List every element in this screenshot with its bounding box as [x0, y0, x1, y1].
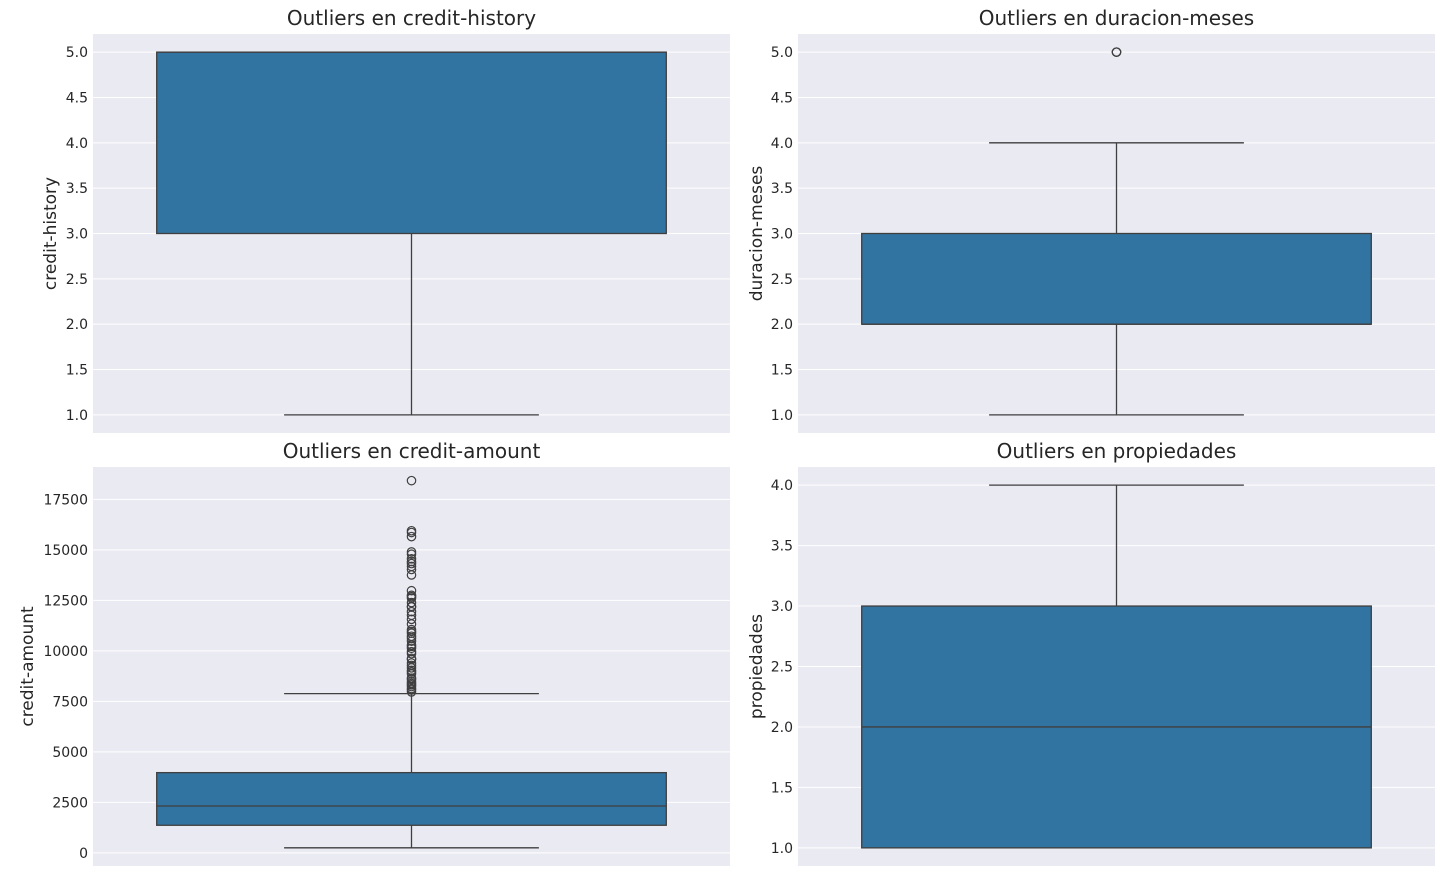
y-tick-label: 2.0	[771, 720, 793, 736]
chart-title: Outliers en propiedades	[997, 439, 1237, 463]
subplot-2: 1.0 1.5 2.0 2.5 3.0 3.5 4.0 4.5 5.0 Outliers en d…	[747, 6, 1435, 433]
y-tick-label: 1.0	[66, 408, 88, 424]
outlier-point	[406, 556, 417, 567]
outlier-point	[406, 614, 417, 625]
outlier-point	[406, 547, 417, 557]
y-tick-label: 17500	[43, 492, 88, 508]
y-tick-label: 4.5	[771, 90, 793, 106]
y-tick-label: 12500	[43, 593, 88, 609]
outlier-point	[406, 475, 417, 486]
y-tick-label: 3.0	[771, 227, 793, 243]
y-axis-label: credit-history	[41, 177, 61, 290]
outlier-point	[406, 658, 417, 668]
outlier-point	[406, 665, 417, 676]
outlier-point	[406, 606, 417, 617]
y-tick-label: 15000	[43, 543, 88, 559]
y-tick-label: 3.0	[771, 599, 793, 615]
outlier-point	[406, 660, 417, 671]
y-tick-label: 1.5	[771, 780, 793, 796]
chart-title: Outliers en credit-amount	[283, 439, 541, 463]
outlier-point	[1111, 47, 1122, 57]
outlier-point	[406, 673, 417, 683]
y-tick-label: 5000	[52, 745, 88, 761]
y-tick-label: 4.0	[771, 478, 793, 494]
y-tick-label: 3.5	[771, 181, 793, 197]
outlier-point	[406, 653, 417, 664]
chart-title: Outliers en duracion-meses	[979, 6, 1254, 30]
y-tick-label: 3.0	[66, 227, 88, 243]
outlier-point	[406, 554, 417, 564]
y-axis-label: propiedades	[747, 614, 767, 719]
y-tick-label: 10000	[43, 644, 88, 660]
outlier-point	[406, 631, 417, 642]
subplot-3: 0 2500 5000 7500 10000 12500 15000 17500 Outlier…	[18, 439, 730, 866]
outlier-point	[406, 646, 417, 657]
box	[156, 51, 667, 235]
y-axis-label: credit-amount	[18, 606, 38, 727]
outlier-point	[406, 531, 417, 542]
y-tick-label: 3.5	[66, 181, 88, 197]
y-tick-label: 2.5	[66, 272, 88, 288]
outlier-point	[406, 624, 417, 635]
y-tick-label: 4.0	[771, 136, 793, 152]
outlier-point	[406, 590, 417, 601]
y-tick-label: 1.5	[771, 363, 793, 379]
y-tick-label: 2500	[52, 795, 88, 811]
outlier-point	[406, 525, 417, 536]
y-tick-label: 5.0	[66, 45, 88, 61]
outlier-point	[406, 561, 417, 572]
y-tick-label: 1.5	[66, 363, 88, 379]
outlier-point	[406, 585, 417, 596]
box	[156, 771, 667, 826]
y-tick-label: 1.0	[771, 408, 793, 424]
chart-title: Outliers en credit-history	[287, 6, 536, 30]
subplot-1: 1.0 1.5 2.0 2.5 3.0 3.5 4.0 4.5 5.0 Outliers en c…	[41, 6, 730, 433]
y-axis-label: duracion-meses	[747, 166, 767, 302]
y-tick-label: 1.0	[771, 841, 793, 857]
y-tick-label: 7500	[52, 694, 88, 710]
y-tick-label: 5.0	[771, 45, 793, 61]
y-tick-label: 4.0	[66, 136, 88, 152]
y-tick-label: 2.5	[771, 272, 793, 288]
y-tick-label: 0	[79, 846, 88, 862]
y-tick-label: 2.5	[771, 660, 793, 676]
outlier-point	[406, 597, 417, 608]
y-tick-label: 4.5	[66, 90, 88, 106]
y-tick-label: 2.0	[66, 317, 88, 333]
subplot-4: 1.0 1.5 2.0 2.5 3.0 3.5 4.0 Outliers en propied…	[747, 439, 1435, 866]
y-tick-label: 3.5	[771, 539, 793, 555]
y-tick-label: 2.0	[771, 317, 793, 333]
box	[861, 232, 1372, 325]
